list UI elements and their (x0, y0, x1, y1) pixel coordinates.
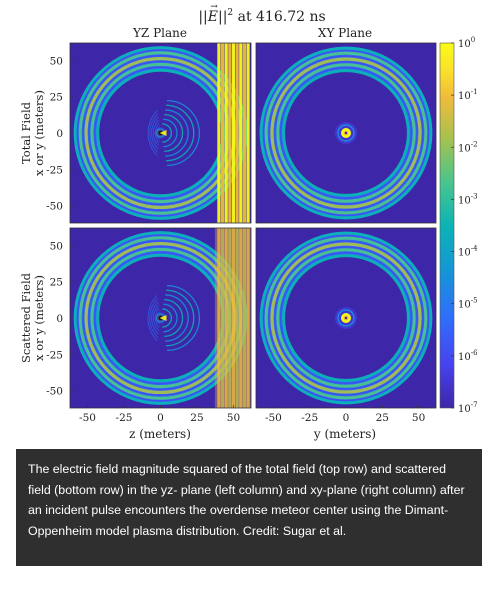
x-tick-label: 50 (412, 412, 425, 424)
x-tick-label: -25 (301, 412, 318, 424)
x-tick-label: -50 (265, 412, 282, 424)
panel-xy-total (256, 43, 436, 223)
center-hotspot (335, 122, 357, 144)
x-tick-label: 50 (227, 412, 240, 424)
y-tick-label: 25 (50, 92, 63, 104)
figure-title: ||E||2 at 416.72 ns (198, 8, 325, 25)
colorbar-tick-label: 10-7 (458, 401, 478, 415)
x-axis-label-z: z (meters) (129, 427, 191, 441)
colorbar-tick-label: 10-3 (458, 192, 478, 206)
panel-xy-scattered (256, 228, 436, 408)
colorbar-tick-label: 10-6 (458, 349, 478, 363)
x-axis-label-y: y (meters) (313, 427, 376, 441)
colorbar-tick-label: 10-2 (458, 140, 478, 154)
y-tick-label: 50 (50, 240, 63, 252)
colorbar-tick-label: 100 (458, 36, 475, 50)
plane-wave-band (217, 43, 250, 223)
y-tick-label: 50 (50, 55, 63, 67)
row-label-scattered: Scattered Field x or y (meters) (19, 272, 46, 363)
caption-text: The electric field magnitude squared of … (28, 462, 465, 538)
panel-yz-total (70, 43, 251, 223)
svg-text:Scattered Field: Scattered Field (19, 272, 33, 363)
center-hotspot (335, 307, 357, 329)
x-tick-label: 0 (157, 412, 164, 424)
x-tick-label: 25 (190, 412, 203, 424)
x-tick-label: -25 (116, 412, 133, 424)
svg-text:Total Field: Total Field (19, 101, 33, 164)
x-tick-label: -50 (79, 412, 96, 424)
field-figure: ||E||2 at 416.72 ns → YZ Plane XY Plane … (19, 2, 478, 441)
y-tick-label: -25 (46, 164, 63, 176)
y-tick-label: -50 (46, 386, 63, 398)
colorbar (439, 42, 455, 409)
title-vector-arrow: → (210, 2, 218, 12)
y-tick-label: 0 (56, 313, 63, 325)
svg-text:x or y (meters): x or y (meters) (32, 90, 46, 176)
field-rings (259, 231, 433, 405)
col-title-xy: XY Plane (318, 26, 372, 40)
x-tick-label: 25 (376, 412, 389, 424)
colorbar-tick-label: 10-4 (458, 245, 478, 259)
figure-caption: The electric field magnitude squared of … (16, 449, 482, 566)
y-tick-label: -25 (46, 349, 63, 361)
field-rings (259, 46, 433, 220)
svg-text:x or y (meters): x or y (meters) (32, 275, 46, 361)
y-tick-label: 0 (56, 128, 63, 140)
plane-wave-band (214, 228, 251, 408)
y-tick-label: 25 (50, 277, 63, 289)
panel-frame (255, 42, 437, 224)
panel-yz-scattered (70, 228, 251, 408)
col-title-yz: YZ Plane (132, 26, 187, 40)
x-tick-label: 0 (343, 412, 350, 424)
scatter-arcs (147, 284, 201, 352)
scatter-arcs (147, 99, 201, 167)
colorbar-tick-label: 10-5 (458, 297, 478, 311)
colorbar-tick-label: 10-1 (458, 88, 478, 102)
y-tick-label: -50 (46, 201, 63, 213)
row-label-total: Total Field x or y (meters) (19, 90, 46, 176)
